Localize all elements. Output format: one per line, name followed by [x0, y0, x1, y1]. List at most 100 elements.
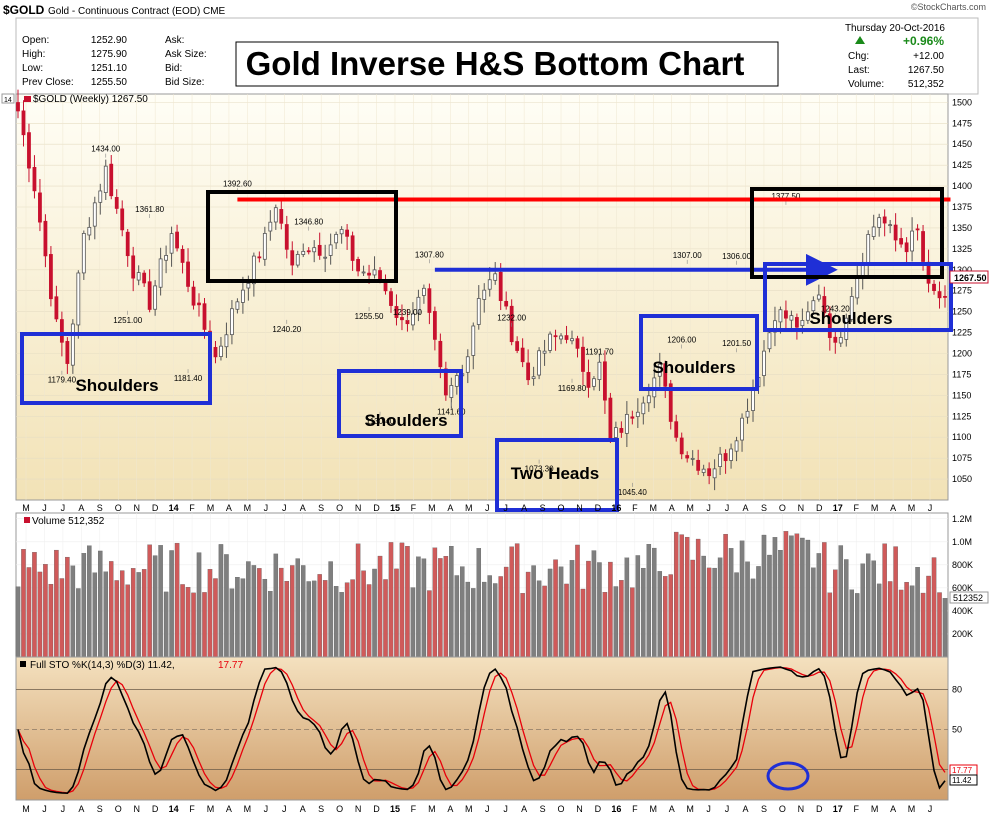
volume-bar: [652, 547, 657, 658]
candle-body: [158, 258, 163, 288]
candle-body: [641, 402, 646, 415]
quote-label: Low:: [22, 63, 43, 74]
volume-tick: 800K: [952, 560, 973, 570]
candle-body: [49, 254, 53, 300]
date-tick: J: [503, 503, 508, 513]
candle-body: [493, 273, 498, 281]
volume-bar: [734, 572, 739, 658]
quote-mid-label: Bid:: [165, 63, 182, 74]
quote-right-value: 1267.50: [908, 65, 945, 76]
candle-body: [43, 220, 48, 257]
volume-bar: [290, 565, 295, 658]
volume-bar: [405, 546, 410, 658]
candle-body: [251, 255, 256, 285]
volume-bar: [361, 570, 366, 658]
volume-bar: [657, 571, 663, 658]
candle-body: [427, 288, 432, 313]
candle-body: [312, 247, 317, 253]
price-label: 1240.20: [272, 325, 301, 334]
candle-body: [729, 448, 733, 461]
date-tick: O: [558, 503, 565, 513]
description: Gold - Continuous Contract (EOD): [48, 6, 200, 17]
date-tick: J: [485, 804, 490, 814]
price-panel: [15, 93, 949, 501]
price-tick: 1375: [952, 202, 972, 212]
volume-bar: [174, 542, 180, 658]
candle-body: [553, 335, 558, 338]
quote-mid-label: Ask Size:: [165, 49, 207, 60]
volume-bar: [59, 578, 65, 658]
candle-body: [197, 302, 201, 306]
volume-bar: [114, 580, 119, 658]
candle-body: [465, 356, 470, 373]
candle-body: [136, 272, 141, 281]
candle-body: [871, 226, 876, 237]
candle-body: [98, 190, 103, 203]
price-label: 1181.40: [174, 374, 203, 383]
change-pct: +0.96%: [903, 34, 944, 48]
candle-body: [306, 250, 311, 253]
volume-bar: [471, 588, 476, 658]
candle-body: [32, 166, 37, 192]
volume-bar: [646, 544, 652, 658]
date-tick: M: [244, 804, 252, 814]
volume-bar: [679, 534, 684, 658]
candle-body: [674, 421, 679, 438]
volume-bar: [465, 581, 471, 658]
volume-bar: [355, 543, 361, 658]
candle-body: [833, 336, 838, 343]
quote-date: Thursday 20-Oct-2016: [845, 23, 945, 34]
date-tick: S: [761, 503, 767, 513]
title-banner-box: [235, 41, 779, 87]
date-tick: M: [207, 804, 215, 814]
volume-bar: [383, 579, 388, 658]
candle-body: [175, 231, 179, 249]
candle-body: [70, 323, 75, 366]
volume-bar: [257, 568, 262, 658]
price-label: 1169.80: [558, 384, 587, 393]
date-tick: N: [798, 503, 805, 513]
date-tick: 14: [169, 503, 179, 513]
date-tick: F: [853, 503, 859, 513]
volume-bar: [207, 569, 213, 658]
candle-body: [114, 197, 119, 209]
candle-body: [882, 216, 887, 224]
date-tick: N: [355, 804, 362, 814]
date-tick: 17: [833, 503, 843, 513]
two-heads-label: Two Heads: [511, 464, 599, 483]
price-tick: 1475: [952, 118, 972, 128]
volume-legend-swatch: [24, 517, 30, 523]
volume-bar: [81, 553, 87, 658]
volume-bar: [624, 557, 630, 658]
price-label: 1141.60: [437, 407, 466, 416]
price-label: 1206.00: [667, 335, 696, 344]
candle-body: [531, 376, 536, 379]
volume-bar: [163, 591, 169, 658]
price-tick: 1075: [952, 453, 972, 463]
candle-body: [520, 347, 525, 363]
date-tick: A: [78, 804, 84, 814]
date-tick: N: [576, 804, 583, 814]
volume-bar: [827, 592, 833, 658]
candle-body: [838, 337, 843, 344]
date-tick: N: [355, 503, 362, 513]
date-tick: A: [669, 804, 675, 814]
candle-body: [356, 259, 360, 272]
volume-bar: [937, 592, 942, 658]
date-tick: A: [521, 503, 527, 513]
date-tick: N: [798, 804, 805, 814]
date-tick: D: [373, 804, 380, 814]
candle-body: [570, 338, 574, 342]
volume-bar: [394, 568, 399, 658]
volume-bar: [311, 580, 317, 658]
quote-right-value: 512,352: [908, 79, 945, 90]
volume-bar: [427, 590, 432, 658]
candle-body: [334, 233, 339, 244]
price-tick: 1150: [952, 390, 971, 400]
candle-body: [213, 347, 218, 358]
date-tick: M: [22, 503, 30, 513]
volume-tick: 1.2M: [952, 514, 972, 524]
volume-bar: [119, 570, 125, 658]
symbol: $GOLD: [3, 3, 45, 17]
volume-bar: [701, 555, 706, 658]
